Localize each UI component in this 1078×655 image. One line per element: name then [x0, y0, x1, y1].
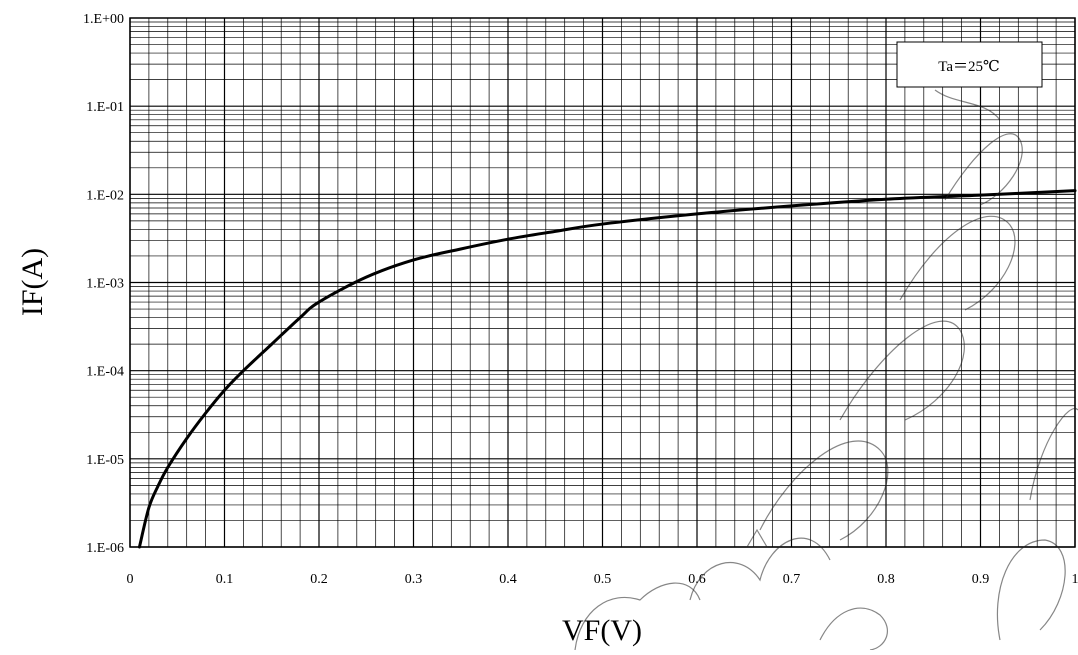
y-tick-labels: 1.E+00 1.E-01 1.E-02 1.E-03 1.E-04 1.E-05 1.E-…	[83, 12, 124, 556]
y-tick-label: 1.E-05	[86, 453, 124, 468]
x-tick-label: 0	[127, 572, 134, 587]
x-tick-label: 0.9	[972, 572, 990, 587]
x-tick-label: 0.4	[499, 572, 517, 587]
series-layer	[139, 191, 1075, 547]
y-tick-label: 1.E-03	[86, 277, 124, 292]
x-tick-label: 0.1	[216, 572, 234, 587]
watermark-stroke	[935, 90, 1000, 120]
x-tick-label: 0.8	[877, 572, 895, 587]
watermark-stroke	[820, 608, 887, 650]
x-tick-label: 0.3	[405, 572, 423, 587]
y-axis-title: IF(A)	[16, 248, 49, 316]
x-tick-label: 0.7	[783, 572, 801, 587]
x-tick-label: 0.2	[310, 572, 328, 587]
y-tick-label: 1.E-06	[86, 541, 124, 556]
series-line	[139, 191, 1075, 547]
y-tick-label: 1.E-01	[86, 100, 124, 115]
watermark-stroke	[747, 530, 767, 547]
legend-box: Ta＝25℃	[897, 42, 1042, 87]
x-tick-label: 0.5	[594, 572, 612, 587]
watermark	[575, 90, 1078, 650]
y-tick-label: 1.E-04	[86, 365, 124, 380]
y-tick-label: 1.E+00	[83, 12, 124, 27]
watermark-stroke	[760, 441, 888, 540]
watermark-stroke	[997, 540, 1065, 640]
x-axis-title: VF(V)	[562, 614, 642, 647]
x-tick-label: 1	[1072, 572, 1078, 587]
y-tick-label: 1.E-02	[86, 188, 124, 203]
legend-annotation: Ta＝25℃	[938, 59, 1000, 75]
